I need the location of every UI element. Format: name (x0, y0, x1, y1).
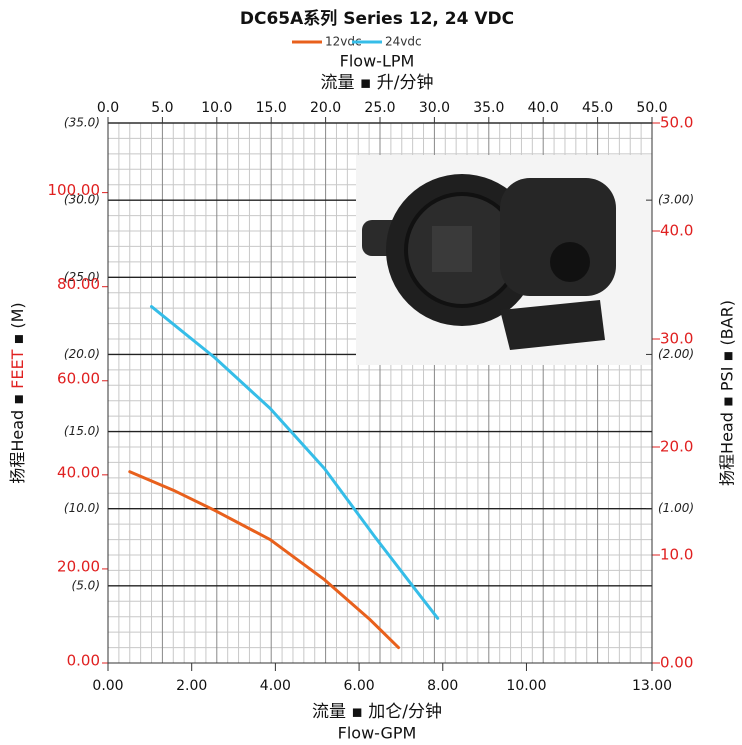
x-label: Flow-LPM (340, 52, 415, 71)
feet-tick-label: 60.00 (57, 369, 100, 387)
x2-tick-label: 0.00 (92, 678, 123, 694)
x-tick-label: 30.0 (419, 100, 450, 116)
feet-tick-label: 80.00 (57, 275, 100, 293)
feet-tick-label: 20.00 (57, 557, 100, 575)
series-line (150, 305, 440, 620)
y-tick-label: (15.0) (64, 424, 100, 438)
y-tick-label: (20.0) (64, 347, 100, 361)
y2-tick-label: 20.0 (660, 438, 693, 456)
x-tick-label: 45.0 (582, 100, 613, 116)
y2-tick-label: 40.0 (660, 222, 693, 240)
x2-tick-label: 10.00 (506, 678, 546, 694)
x-tick-label: 5.0 (151, 100, 173, 116)
pump-motor (500, 178, 616, 296)
y-tick-label: (10.0) (64, 501, 100, 515)
x2-tick-label: 13.00 (632, 678, 672, 694)
y-label-part: ▪ (M) (8, 302, 27, 349)
y-label-part: FEET (8, 349, 27, 388)
x2-label: Flow-GPM (338, 724, 417, 743)
y2-tick-label: 10.0 (660, 546, 693, 564)
pump-nut (432, 226, 472, 272)
x-tick-label: 25.0 (364, 100, 395, 116)
pump-outlet (550, 242, 590, 282)
y-label-part: 扬程Head ▪ (8, 389, 27, 484)
x2-tick-label: 6.00 (343, 678, 374, 694)
x-tick-label: 50.0 (636, 100, 667, 116)
grid (107, 122, 653, 663)
bar-tick-label: (3.00) (658, 193, 694, 207)
legend-label: 24vdc (385, 35, 422, 49)
y2-tick-label: 30.0 (660, 330, 693, 348)
y-tick-label: (35.0) (64, 116, 100, 130)
legend: 12vdc 24vdc (292, 35, 422, 49)
y2-tick-label: 50.0 (660, 114, 693, 132)
x2-tick-label: 2.00 (176, 678, 207, 694)
feet-tick-label: 40.00 (57, 463, 100, 481)
x2-tick-label: 4.00 (260, 678, 291, 694)
legend-label: 12vdc (325, 35, 362, 49)
bar-tick-label: (2.00) (658, 347, 694, 361)
bar-tick-label: (1.00) (658, 501, 694, 515)
x2-tick-label: 8.00 (427, 678, 458, 694)
x2-label-cn: 流量 ▪ 加仑/分钟 (312, 702, 442, 722)
pump-image (356, 155, 652, 365)
plot-frame (107, 122, 653, 664)
pump-foot (500, 300, 605, 350)
y2-tick-label: 0.00 (660, 654, 693, 672)
y-tick-label: (25.0) (64, 270, 100, 284)
y-label: 扬程Head ▪ FEET ▪ (M) (8, 302, 27, 483)
feet-tick-label: 0.00 (67, 652, 100, 670)
feet-tick-label: 100.00 (48, 181, 101, 199)
plot (102, 117, 660, 671)
x-tick-label: 20.0 (310, 100, 341, 116)
x-tick-label: 15.0 (256, 100, 287, 116)
y-tick-label: (30.0) (64, 193, 100, 207)
x-tick-label: 35.0 (473, 100, 504, 116)
x-label-cn: 流量 ▪ 升/分钟 (320, 73, 433, 93)
x-tick-label: 40.0 (528, 100, 559, 116)
y-tick-label: (5.0) (72, 578, 100, 592)
x-tick-label: 10.0 (201, 100, 232, 116)
series-line (128, 470, 400, 650)
chart-title: DC65A系列 Series 12, 24 VDC (240, 8, 514, 29)
x-tick-label: 0.0 (97, 100, 119, 116)
y2-label: 扬程Head ▪ PSI ▪ (BAR) (718, 300, 737, 486)
